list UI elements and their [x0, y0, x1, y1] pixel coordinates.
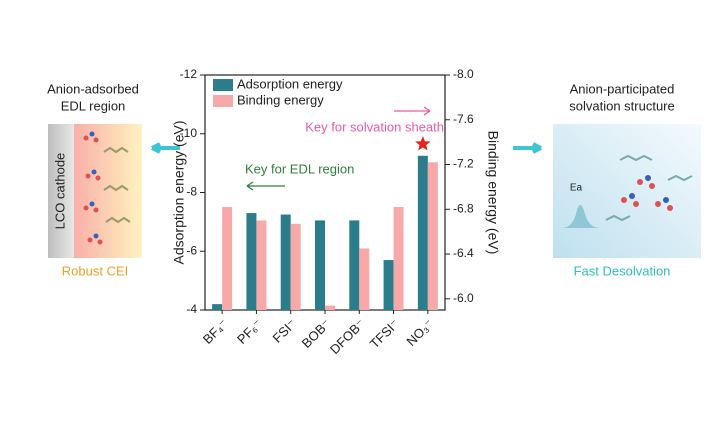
y2-tick-label: -7.6 — [453, 112, 474, 126]
x-tick-label: DFOB⁻ — [327, 316, 368, 357]
panel-title: solvation structure — [569, 98, 675, 113]
bar — [246, 213, 257, 310]
bar — [359, 248, 370, 310]
x-tick-label: FSI⁻ — [270, 316, 300, 346]
left-panel: Anion-adsorbed EDL region LCO cathode Ro… — [47, 81, 180, 278]
bar — [222, 207, 233, 310]
highlight-star — [415, 136, 431, 151]
molecules — [605, 154, 693, 222]
bar — [383, 260, 394, 310]
y-tick-label: -12 — [180, 67, 198, 81]
bar — [212, 304, 223, 310]
bar — [325, 305, 335, 310]
cathode-label: LCO cathode — [52, 153, 67, 230]
y-tick-label: -6 — [186, 243, 197, 257]
x-tick-label: TFSI⁻ — [367, 316, 402, 351]
legend-label: Adsorption energy — [237, 76, 343, 91]
y-tick-label: -4 — [186, 302, 197, 316]
y2-tick-label: -6.4 — [453, 246, 474, 260]
chart: -12 -10 -8 -6 -4 -8.0 -7.6 -7.2 -6.8 -6.4 -6.0 Adso… — [171, 67, 502, 357]
arrow — [151, 142, 180, 154]
molecules — [83, 131, 131, 245]
annotation: Key for EDL region — [245, 161, 354, 176]
y-tick-label: -8 — [186, 185, 197, 199]
arrow — [513, 142, 542, 154]
y-axis-title: Adsorption energy (eV) — [171, 121, 187, 265]
solvation-region — [553, 124, 701, 258]
bar — [256, 220, 267, 310]
y-tick-label: -10 — [180, 126, 198, 140]
annotation-arrow — [394, 106, 431, 116]
panel-title: EDL region — [61, 98, 126, 113]
x-tick-label: PF₆⁻ — [234, 316, 265, 347]
bar — [315, 220, 325, 310]
y2-axis-title: Binding energy (eV) — [485, 131, 501, 255]
bar — [280, 214, 291, 310]
legend-swatch — [213, 79, 233, 91]
annotation: Key for solvation sheath — [305, 119, 444, 134]
barrier-label: Ea — [570, 183, 583, 194]
legend-label: Binding energy — [237, 92, 324, 107]
legend-swatch — [213, 95, 233, 107]
energy-barrier — [562, 205, 600, 228]
bar — [349, 220, 360, 310]
bar — [417, 155, 428, 310]
y2-tick-label: -6.8 — [453, 201, 474, 215]
panel-title: Anion-adsorbed — [47, 81, 139, 96]
x-tick-label: NO₃⁻ — [403, 316, 436, 349]
panel-caption: Robust CEI — [62, 263, 128, 278]
bar — [393, 207, 404, 310]
y2-tick-label: -8.0 — [453, 67, 474, 81]
panel-title: Anion-participated — [570, 81, 675, 96]
bar — [427, 162, 438, 310]
panel-caption: Fast Desolvation — [574, 263, 671, 278]
y2-tick-label: -6.0 — [453, 291, 474, 305]
right-panel: Anion-participated solvation structure E… — [513, 81, 701, 278]
y2-tick-label: -7.2 — [453, 157, 474, 171]
annotation-arrow — [246, 181, 285, 191]
cei-region — [74, 124, 142, 258]
cathode — [48, 124, 74, 258]
bar — [290, 223, 301, 310]
x-tick-label: BF₄⁻ — [200, 316, 231, 347]
